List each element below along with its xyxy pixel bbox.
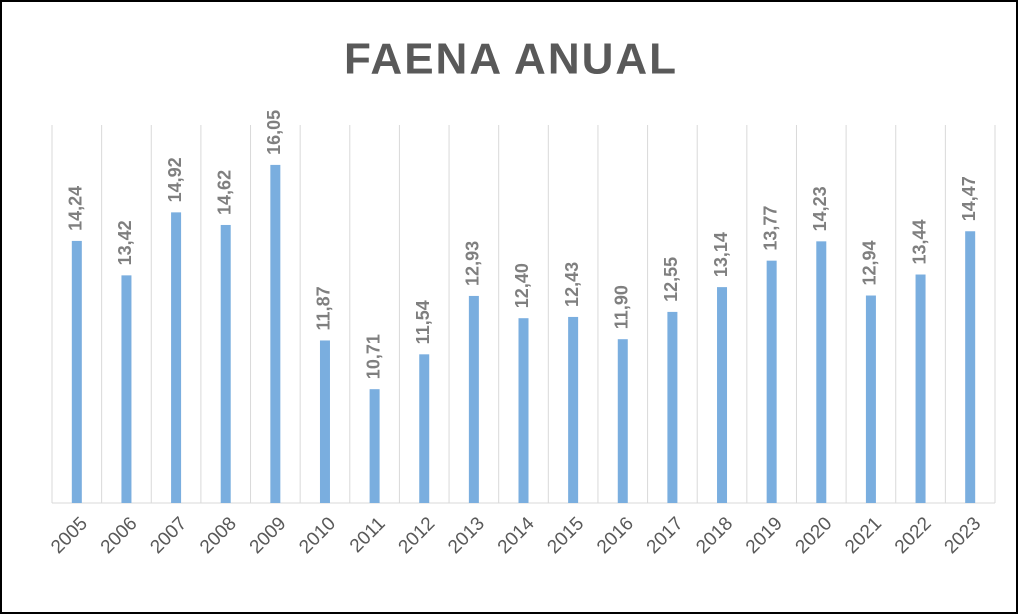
bar [270, 164, 281, 503]
bar [518, 318, 529, 503]
bar [717, 287, 728, 503]
bar [568, 316, 579, 503]
data-label: 16,05 [264, 110, 284, 155]
bar [468, 295, 479, 503]
data-label: 12,93 [463, 241, 483, 286]
data-label: 11,90 [612, 285, 632, 329]
data-label: 14,23 [810, 186, 830, 231]
bar [220, 224, 231, 503]
data-label: 12,43 [562, 262, 582, 307]
bar [865, 295, 876, 503]
data-label: 12,94 [860, 240, 880, 285]
data-label: 12,40 [512, 263, 532, 308]
bar [171, 212, 182, 504]
data-label: 13,77 [760, 206, 780, 251]
data-label: 13,14 [711, 232, 731, 277]
bar [121, 275, 132, 503]
bar [667, 311, 678, 503]
bar [965, 231, 976, 503]
data-label: 13,42 [115, 220, 135, 265]
data-label: 14,47 [959, 176, 979, 221]
bar [319, 340, 330, 503]
bar [766, 260, 777, 503]
bar [419, 354, 430, 503]
data-label: 11,54 [413, 300, 433, 344]
bar [915, 274, 926, 503]
data-label: 14,62 [214, 170, 234, 215]
data-label: 11,87 [314, 286, 334, 330]
bar [369, 389, 380, 503]
data-label: 14,92 [165, 157, 185, 202]
bar [816, 241, 827, 503]
data-label: 14,24 [66, 186, 86, 231]
bar [617, 339, 628, 503]
chart-title: FAENA ANUAL [344, 35, 678, 84]
data-label: 13,44 [909, 219, 929, 264]
data-label: 10,71 [363, 334, 383, 379]
bar [71, 240, 82, 504]
data-label: 12,55 [661, 257, 681, 302]
